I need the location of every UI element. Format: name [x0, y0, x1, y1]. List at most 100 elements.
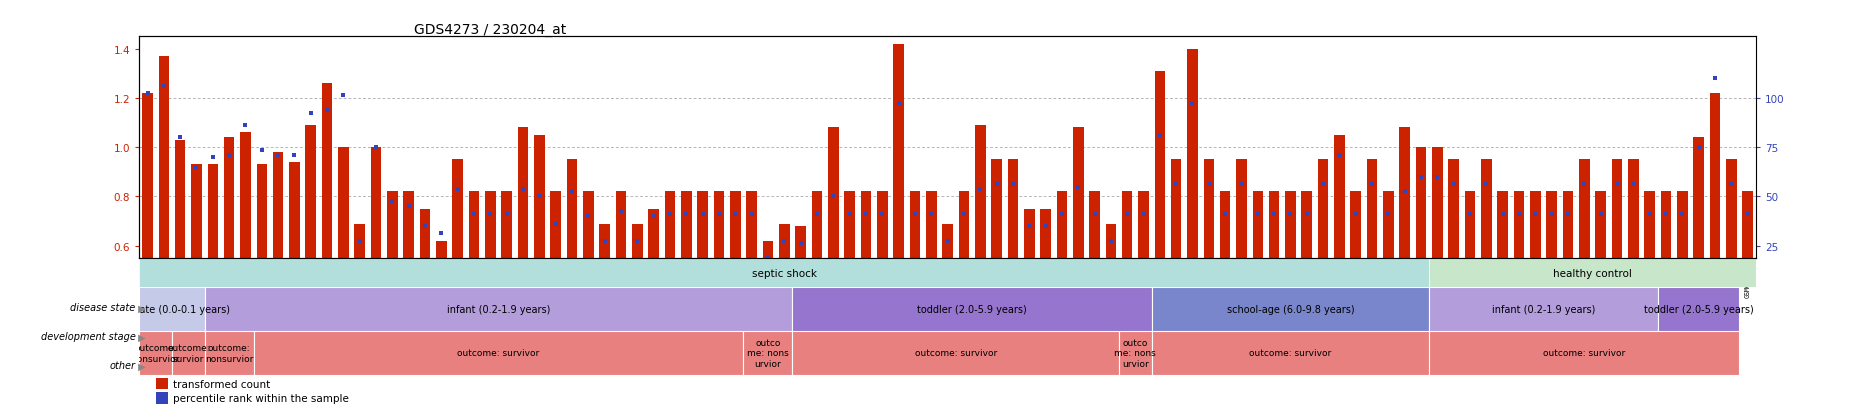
Point: [851, 211, 880, 217]
Point: [1112, 211, 1142, 217]
Point: [540, 221, 570, 227]
Bar: [1006, 160, 1018, 394]
Point: [329, 93, 358, 100]
Text: outcome: survivor: outcome: survivor: [457, 349, 539, 357]
Point: [1552, 211, 1582, 217]
Point: [1062, 184, 1092, 190]
Bar: [761, 241, 773, 394]
Bar: [290, 163, 299, 394]
Point: [932, 238, 962, 244]
Point: [377, 199, 407, 205]
Bar: [1398, 128, 1409, 394]
Bar: [501, 192, 513, 394]
Bar: [1057, 192, 1066, 394]
Bar: [795, 226, 806, 394]
Text: neonate (0.0-0.1 years): neonate (0.0-0.1 years): [115, 304, 230, 314]
Point: [475, 211, 505, 217]
Bar: [893, 45, 903, 394]
Bar: [1627, 160, 1638, 394]
Point: [1601, 181, 1630, 188]
Point: [1634, 211, 1664, 217]
Bar: [1367, 160, 1376, 394]
Bar: [877, 192, 888, 394]
Bar: [533, 135, 544, 394]
Point: [1733, 211, 1762, 217]
Text: other: other: [110, 361, 136, 370]
Bar: [1122, 192, 1133, 394]
Bar: [485, 192, 496, 394]
Point: [1194, 181, 1224, 188]
Bar: [992, 160, 1001, 394]
Text: percentile rank within the sample: percentile rank within the sample: [173, 393, 349, 403]
Bar: [1480, 160, 1491, 394]
Point: [1504, 211, 1534, 217]
Point: [312, 108, 342, 114]
Bar: [175, 140, 186, 394]
Point: [670, 211, 700, 217]
Text: ▶: ▶: [136, 361, 145, 370]
Point: [1276, 211, 1305, 217]
Bar: [925, 192, 936, 394]
Bar: [793, 331, 1118, 375]
Point: [834, 211, 864, 217]
Bar: [615, 192, 626, 394]
Point: [1372, 211, 1402, 217]
Text: outcome:
survior: outcome: survior: [167, 343, 210, 363]
Bar: [713, 192, 724, 394]
Bar: [254, 331, 743, 375]
Bar: [1656, 287, 1738, 331]
Bar: [1268, 192, 1279, 394]
Point: [459, 211, 488, 217]
Text: outco
me: nons
urvior: outco me: nons urvior: [1114, 338, 1155, 368]
Bar: [566, 160, 578, 394]
Point: [589, 238, 618, 244]
Point: [1406, 174, 1435, 180]
Bar: [1118, 331, 1151, 375]
Point: [199, 154, 228, 161]
Bar: [468, 192, 479, 394]
Point: [949, 211, 979, 217]
Point: [165, 135, 195, 141]
Bar: [1708, 94, 1720, 394]
Point: [410, 223, 440, 230]
Bar: [1562, 192, 1573, 394]
Point: [182, 164, 212, 171]
Bar: [1448, 160, 1458, 394]
Point: [230, 122, 260, 129]
Point: [264, 152, 293, 159]
Text: ▶: ▶: [136, 332, 145, 342]
Bar: [747, 192, 756, 394]
Point: [1031, 223, 1060, 230]
Point: [769, 238, 799, 244]
Point: [1437, 181, 1467, 188]
Point: [247, 147, 277, 154]
Bar: [1725, 160, 1736, 394]
Point: [1699, 76, 1729, 82]
Point: [817, 194, 847, 200]
Point: [1471, 181, 1500, 188]
Point: [721, 211, 750, 217]
Point: [916, 211, 945, 217]
Bar: [1545, 192, 1556, 394]
Point: [1356, 181, 1385, 188]
Text: outcome: survivor: outcome: survivor: [1543, 349, 1625, 357]
Point: [557, 189, 587, 195]
Bar: [1317, 160, 1328, 394]
Bar: [1350, 192, 1361, 394]
Bar: [583, 192, 594, 394]
Point: [1079, 211, 1109, 217]
Bar: [648, 209, 659, 394]
Bar: [355, 224, 364, 394]
Point: [1682, 145, 1712, 151]
Bar: [208, 165, 217, 394]
Point: [1127, 211, 1157, 217]
Bar: [204, 287, 793, 331]
Text: outcome: survivor: outcome: survivor: [1248, 349, 1331, 357]
Point: [605, 209, 635, 215]
Text: outcome: survivor: outcome: survivor: [914, 349, 997, 357]
Bar: [139, 287, 204, 331]
Bar: [793, 287, 1151, 331]
Point: [295, 110, 325, 116]
Bar: [1742, 192, 1751, 394]
Bar: [403, 192, 414, 394]
